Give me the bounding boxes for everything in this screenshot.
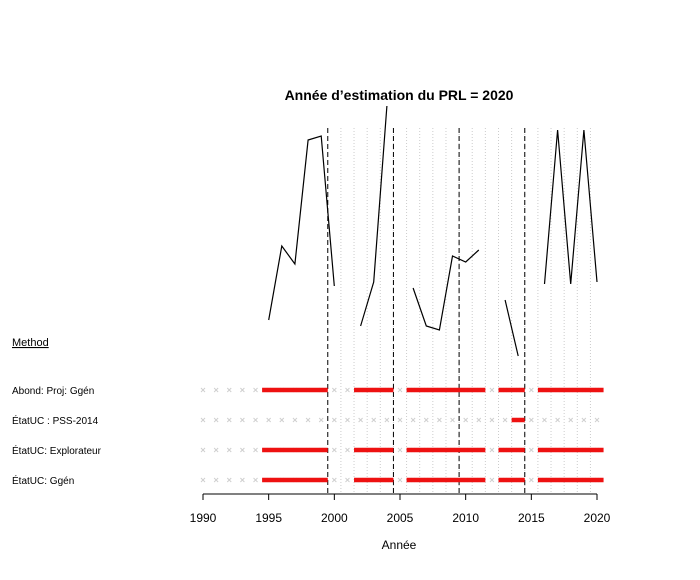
year-marker — [463, 417, 469, 423]
x-tick-label: 2005 — [387, 511, 414, 525]
series-line — [360, 105, 388, 327]
year-marker — [489, 387, 495, 393]
vertical-reference-lines — [327, 128, 526, 494]
year-marker — [489, 417, 495, 423]
year-marker — [226, 417, 232, 423]
method-label: ÉtatUC: Ggén — [12, 474, 74, 487]
year-marker — [437, 417, 442, 423]
year-marker — [240, 447, 245, 453]
year-marker — [397, 417, 403, 423]
year-marker — [266, 417, 272, 423]
year-marker — [240, 477, 245, 483]
year-marker — [345, 447, 350, 453]
year-marker — [345, 417, 350, 423]
method-markers — [200, 387, 600, 483]
year-marker — [358, 417, 363, 423]
year-marker — [331, 417, 337, 423]
year-marker — [213, 417, 219, 423]
year-marker — [200, 417, 206, 423]
year-marker — [200, 387, 206, 393]
year-marker — [345, 387, 350, 393]
year-marker — [279, 417, 285, 423]
year-marker — [226, 387, 232, 393]
x-tick-label: 1990 — [190, 511, 217, 525]
x-axis: 1990 1995 2000 2005 2010 2015 2020 — [190, 493, 611, 525]
year-marker — [331, 387, 337, 393]
year-marker — [542, 417, 547, 423]
year-marker — [397, 477, 403, 483]
year-marker — [450, 417, 455, 423]
year-marker — [410, 417, 416, 423]
year-marker — [253, 447, 258, 453]
year-marker — [253, 477, 258, 483]
year-marker — [200, 477, 206, 483]
year-marker — [581, 417, 587, 423]
year-marker — [489, 477, 495, 483]
year-marker — [213, 387, 219, 393]
year-marker — [476, 417, 482, 423]
x-tick-label: 2020 — [584, 511, 611, 525]
method-label: Abond: Proj: Ggén — [12, 386, 94, 397]
plot-area — [268, 105, 598, 357]
year-marker — [213, 447, 219, 453]
series-line — [504, 299, 519, 357]
x-tick-label: 2010 — [452, 511, 479, 525]
year-marker — [568, 417, 574, 423]
year-marker — [331, 477, 337, 483]
series-line — [543, 129, 598, 285]
year-marker — [528, 447, 534, 453]
year-marker — [384, 417, 390, 423]
year-marker — [555, 417, 560, 423]
year-marker — [226, 447, 232, 453]
chart-title: Année d’estimation du PRL = 2020 — [285, 87, 514, 103]
year-marker — [397, 387, 403, 393]
method-label: ÉtatUC: Explorateur — [12, 444, 102, 457]
method-labels: Abond: Proj: Ggén ÉtatUC : PSS-2014 ÉtatUC… — [12, 386, 102, 487]
year-marker — [345, 477, 350, 483]
year-marker — [200, 447, 206, 453]
year-marker — [502, 417, 508, 423]
year-marker — [371, 417, 377, 423]
method-segments — [262, 387, 604, 483]
year-marker — [318, 417, 324, 423]
year-marker — [423, 417, 429, 423]
year-marker — [489, 447, 495, 453]
year-marker — [594, 417, 600, 423]
year-marker — [253, 387, 258, 393]
x-axis-label: Année — [382, 538, 417, 552]
year-marker — [528, 387, 534, 393]
x-tick-label: 1995 — [255, 511, 282, 525]
year-marker — [240, 417, 245, 423]
x-tick-label: 2000 — [321, 511, 348, 525]
year-marker — [397, 447, 403, 453]
x-tick-label: 2015 — [518, 511, 545, 525]
method-header: Method — [12, 337, 49, 349]
year-marker — [528, 417, 534, 423]
year-marker — [292, 417, 298, 423]
method-label: ÉtatUC : PSS-2014 — [12, 414, 99, 427]
year-marker — [331, 447, 337, 453]
year-marker — [226, 477, 232, 483]
year-marker — [253, 417, 258, 423]
year-marker — [213, 477, 219, 483]
series-line — [268, 135, 335, 321]
year-marker — [528, 477, 534, 483]
year-marker — [240, 387, 245, 393]
year-marker — [305, 417, 311, 423]
series-line — [412, 249, 480, 331]
